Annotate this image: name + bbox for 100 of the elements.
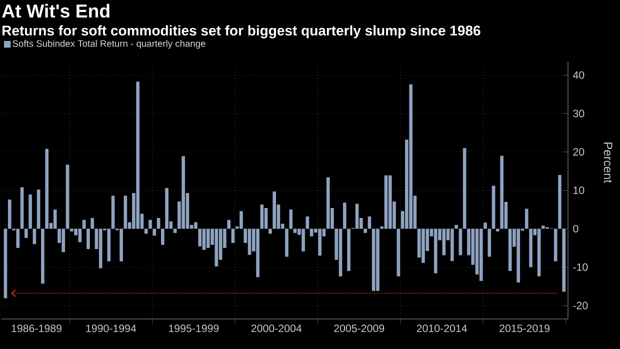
y-tick-label: 30 [573, 110, 584, 118]
legend-label: Softs Subindex Total Return - quarterly change [12, 40, 206, 49]
bar [372, 228, 376, 291]
bar [285, 228, 288, 257]
y-tick-label: -10 [573, 263, 588, 271]
text: 1995-1999 [168, 324, 219, 332]
bar [111, 196, 115, 229]
bar [318, 228, 322, 256]
bar [227, 220, 230, 229]
text: 1990-1994 [86, 324, 136, 332]
bar [310, 228, 314, 236]
bar [434, 228, 438, 274]
bar [450, 228, 454, 261]
bar [492, 186, 496, 229]
bar [558, 174, 562, 229]
chart-title: At Wit's End [2, 4, 110, 18]
bar [194, 222, 198, 229]
bar [214, 228, 218, 266]
bar [488, 228, 492, 257]
chart-subtitle: Returns for soft commodities set for biggest quarterly slump since 1986 [2, 25, 480, 38]
bar [124, 196, 128, 229]
text: 2015-2019 [500, 324, 550, 332]
bar [396, 228, 400, 276]
bar [136, 82, 140, 229]
bar [347, 228, 350, 271]
bar [422, 228, 425, 263]
bar [479, 228, 483, 281]
bar [148, 220, 152, 229]
bar [66, 164, 70, 229]
bar [256, 228, 260, 278]
y-tick-label: -20 [573, 302, 588, 310]
bar [107, 228, 111, 262]
bar [98, 228, 102, 268]
bar [542, 226, 545, 229]
bar [388, 175, 392, 229]
bar [240, 211, 243, 229]
bar [16, 228, 20, 248]
bar [302, 228, 305, 252]
bar [293, 228, 297, 233]
bar [231, 228, 235, 243]
bar [508, 228, 512, 271]
bar [32, 228, 36, 244]
text: 2000-2004 [251, 324, 302, 332]
y-tick-label: 0 [573, 224, 578, 233]
bar [70, 228, 74, 232]
y-tick-label: 10 [574, 186, 584, 194]
bar [24, 228, 28, 238]
bar [268, 228, 272, 234]
bar [45, 148, 48, 229]
bar [500, 156, 504, 229]
y-tick-label: 40 [572, 71, 584, 79]
bar [529, 228, 532, 268]
bar [4, 228, 8, 298]
bar [364, 228, 367, 233]
bar [248, 228, 252, 255]
bar [462, 148, 466, 229]
bar [144, 228, 148, 234]
bar [454, 224, 458, 229]
y-tick-label: 20 [573, 148, 584, 156]
bar [376, 228, 380, 291]
bar [20, 187, 24, 229]
bar [161, 228, 164, 245]
bar [384, 175, 388, 229]
bar [484, 222, 487, 229]
bar [28, 194, 32, 229]
bar [554, 228, 558, 262]
bar [173, 228, 177, 233]
bar [78, 228, 82, 242]
bar [496, 228, 500, 232]
bar [198, 228, 202, 246]
bar [342, 202, 346, 229]
text: 1986-1989 [12, 324, 62, 332]
bar [206, 228, 210, 248]
bar [8, 200, 12, 229]
bar [537, 228, 541, 276]
text: 2010-2014 [416, 324, 468, 332]
bar [562, 228, 566, 292]
bar [86, 228, 90, 250]
bar [165, 188, 168, 229]
bar [152, 228, 156, 236]
bar [53, 210, 57, 229]
bar [62, 228, 66, 252]
bar [41, 228, 44, 284]
bar [409, 84, 412, 229]
y-axis-title: Percent [604, 142, 612, 183]
bar [326, 177, 330, 229]
bar [442, 228, 446, 256]
bar [289, 210, 293, 229]
bar [272, 191, 276, 229]
bar [516, 228, 520, 282]
bar [264, 208, 268, 229]
bar [120, 228, 123, 262]
bar [90, 218, 94, 229]
bar [202, 228, 206, 250]
text: 2005-2009 [334, 324, 384, 332]
bar [458, 228, 462, 256]
bar [524, 208, 528, 229]
bar [36, 190, 40, 229]
bar [260, 204, 264, 229]
bar [338, 228, 342, 276]
